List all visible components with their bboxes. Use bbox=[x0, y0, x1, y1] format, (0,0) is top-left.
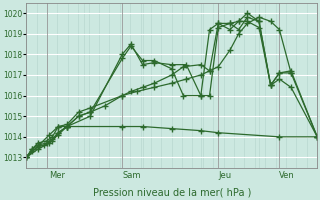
Text: Mer: Mer bbox=[50, 171, 66, 180]
Text: Jeu: Jeu bbox=[218, 171, 231, 180]
X-axis label: Pression niveau de la mer( hPa ): Pression niveau de la mer( hPa ) bbox=[92, 187, 251, 197]
Text: Ven: Ven bbox=[279, 171, 295, 180]
Text: Sam: Sam bbox=[122, 171, 141, 180]
